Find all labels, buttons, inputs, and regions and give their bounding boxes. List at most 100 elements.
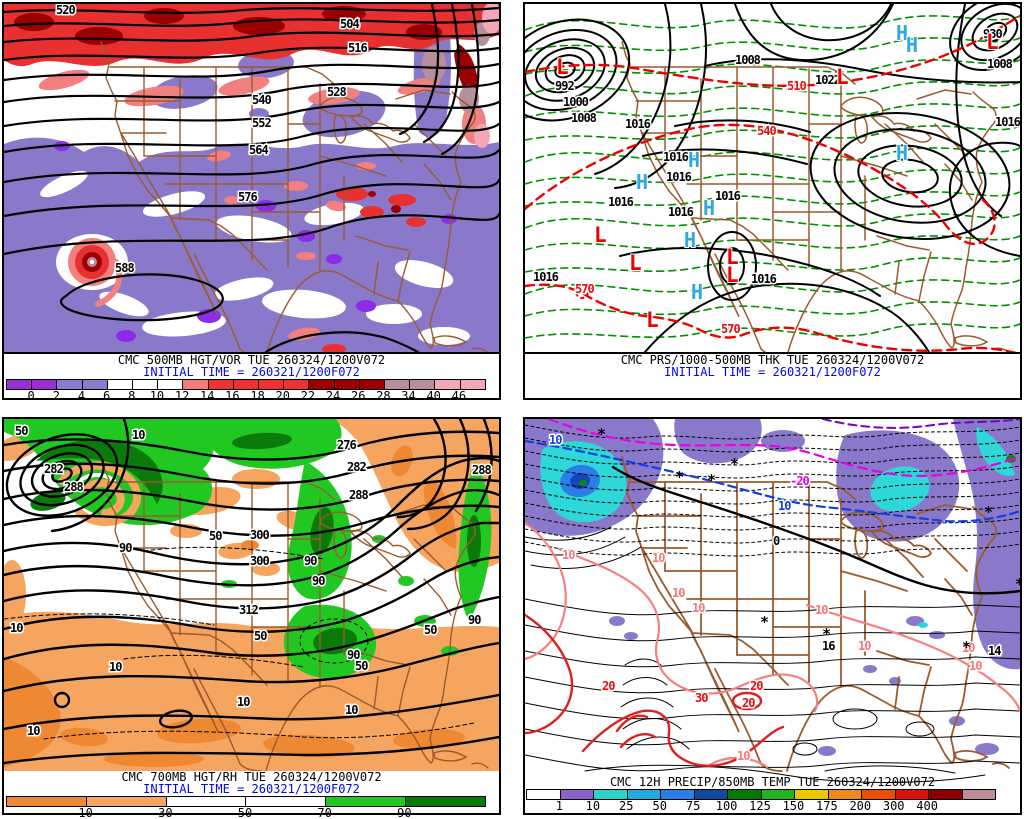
colorbar-tick: 34 <box>401 389 416 403</box>
colorbar-tick: 16 <box>225 389 240 403</box>
contour-label: 50 <box>254 629 267 643</box>
contour-label: 10 <box>562 548 575 562</box>
high-symbol: H <box>691 280 703 304</box>
colorbar-segment <box>862 790 896 799</box>
colorbar-segment <box>828 790 862 799</box>
high-symbol: H <box>896 21 908 45</box>
contour-label: 10 <box>109 660 122 674</box>
colorbar-tick: 400 <box>916 799 938 813</box>
snow-asterisk-icon: * <box>597 425 606 443</box>
colorbar-tick: 22 <box>300 389 316 403</box>
snow-asterisk-icon: * <box>707 471 716 489</box>
panel3-colorbar <box>6 796 486 807</box>
panel-prs-thickness: 992 1000 1008 1016 1008 1022 1016 1016 1016 1016 1… <box>523 2 1022 400</box>
contour-label: 1016 <box>715 189 741 203</box>
contour-label: 282 <box>44 462 63 476</box>
colorbar-segment <box>284 380 310 389</box>
contour-label: 10 <box>672 586 685 600</box>
colorbar-segment <box>259 380 285 389</box>
contour-label: 90 <box>347 648 360 662</box>
contour-label: 1016 <box>663 150 689 164</box>
panel2-title: CMC PRS/1000-500MB THK TUE 260324/1200V0… <box>620 353 925 367</box>
contour-label: 510 <box>787 79 806 93</box>
contour-label: 570 <box>575 282 594 296</box>
low-symbol: L <box>986 30 999 54</box>
contour-label: 520 <box>56 4 75 17</box>
colorbar-tick: 300 <box>882 799 905 813</box>
contour-label: 564 <box>249 143 268 157</box>
contour-label: 312 <box>239 603 258 617</box>
contour-label: 300 <box>250 554 269 568</box>
colorbar-segment <box>795 790 829 799</box>
contour-label: 20 <box>742 696 755 710</box>
contour-label: 282 <box>347 460 366 474</box>
contour-label: 588 <box>115 261 134 275</box>
colorbar-segment <box>627 790 661 799</box>
colorbar-tick: 46 <box>451 389 467 403</box>
contour-label: 90 <box>312 574 325 588</box>
contour-label: 10 <box>692 601 705 615</box>
contour-label: 1008 <box>987 57 1013 71</box>
contour-label: 288 <box>64 480 83 494</box>
colorbar-tick: 70 <box>317 806 332 819</box>
panel-500mb-hgt-vor: 520 504 516 528 540 552 564 576 588 CMC 500MB HG… <box>2 2 501 403</box>
low-symbol: L <box>726 263 739 287</box>
colorbar-segment <box>385 380 411 389</box>
colorbar-tick: 50 <box>652 799 667 813</box>
panel4-colorbar <box>526 789 996 800</box>
contour-label: 0 <box>773 534 780 548</box>
contour-label: 504 <box>340 17 359 31</box>
colorbar-segment <box>761 790 795 799</box>
contour-label: 1016 <box>666 170 692 184</box>
colorbar-tick: 1 <box>555 799 564 813</box>
low-symbol: L <box>646 308 659 332</box>
contour-label: 10 <box>549 433 562 447</box>
contour-label: 540 <box>757 124 776 138</box>
colorbar-segment <box>962 790 995 799</box>
colorbar-tick: 24 <box>325 389 341 403</box>
colorbar-segment <box>166 797 247 806</box>
snow-asterisk-icon: * <box>760 613 769 631</box>
contour-label: 20 <box>602 679 615 693</box>
colorbar-tick: 90 <box>397 806 412 819</box>
colorbar-segment <box>406 797 485 806</box>
colorbar-segment <box>82 380 108 389</box>
high-symbol: H <box>688 148 700 172</box>
contour-label: 30 <box>695 691 708 705</box>
panel1-title: CMC 500MB HGT/VOR TUE 260324/1200V072 <box>117 353 386 367</box>
map-pressure-thickness: 992 1000 1008 1016 1008 1022 1016 1016 1016 1016 1… <box>525 4 1020 354</box>
panel1-caption: CMC 500MB HGT/VOR TUE 260324/1200V072 IN… <box>4 353 499 403</box>
contour-label: 10 <box>345 703 358 717</box>
snow-asterisk-icon: * <box>962 638 971 656</box>
low-symbol: L <box>594 223 607 247</box>
contour-label: 300 <box>250 528 269 542</box>
colorbar-segment <box>661 790 695 799</box>
contour-label: 10 <box>237 695 250 709</box>
contour-label: 50 <box>355 659 368 673</box>
contour-label: 1016 <box>668 205 694 219</box>
contour-label: 1008 <box>571 111 597 125</box>
contour-label: 50 <box>209 529 222 543</box>
contour-label: 90 <box>304 554 317 568</box>
colorbar-segment <box>728 790 762 799</box>
snow-asterisk-icon: * <box>730 455 739 473</box>
contour-label: 10 <box>969 659 982 673</box>
high-symbol: H <box>703 196 715 220</box>
panel3-colorbar-ticks: 10 30 50 70 90 <box>4 807 499 819</box>
contour-label: 10 <box>10 621 23 635</box>
colorbar-tick: 2 <box>52 389 60 403</box>
colorbar-tick: 100 <box>715 799 738 813</box>
colorbar-tick: 10 <box>149 389 165 403</box>
panel1-colorbar-ticks: 0 2 4 6 8 10 12 14 16 18 20 22 24 26 28 34 40 46 <box>4 390 499 403</box>
contour-label: 528 <box>327 85 346 99</box>
colorbar-tick: 25 <box>619 799 634 813</box>
contour-label: 516 <box>348 41 367 55</box>
colorbar-tick: 28 <box>376 389 391 403</box>
colorbar-tick: 125 <box>749 799 771 813</box>
colorbar-tick: 40 <box>426 389 441 403</box>
colorbar-tick: 75 <box>685 799 701 813</box>
colorbar-segment <box>32 380 58 389</box>
colorbar-segment <box>208 380 234 389</box>
colorbar-tick: 26 <box>350 389 366 403</box>
panel3-initial-time: INITIAL TIME = 260321/1200F072 <box>143 782 360 796</box>
